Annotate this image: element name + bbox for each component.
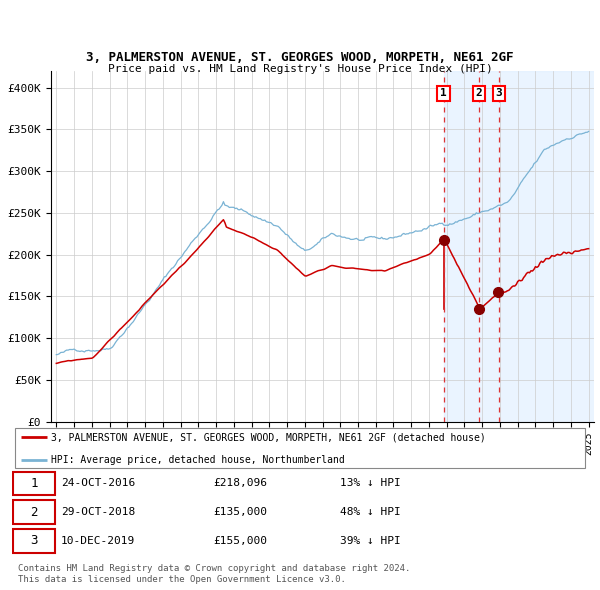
Text: 3, PALMERSTON AVENUE, ST. GEORGES WOOD, MORPETH, NE61 2GF: 3, PALMERSTON AVENUE, ST. GEORGES WOOD, … xyxy=(86,51,514,64)
Text: £218,096: £218,096 xyxy=(214,478,268,489)
Text: 1: 1 xyxy=(30,477,38,490)
Text: 24-OCT-2016: 24-OCT-2016 xyxy=(61,478,135,489)
Text: Contains HM Land Registry data © Crown copyright and database right 2024.: Contains HM Land Registry data © Crown c… xyxy=(18,563,410,572)
Text: 2: 2 xyxy=(30,506,38,519)
FancyBboxPatch shape xyxy=(15,428,585,468)
Text: £155,000: £155,000 xyxy=(214,536,268,546)
Text: 10-DEC-2019: 10-DEC-2019 xyxy=(61,536,135,546)
FancyBboxPatch shape xyxy=(13,529,55,553)
Text: This data is licensed under the Open Government Licence v3.0.: This data is licensed under the Open Gov… xyxy=(18,575,346,584)
Text: Price paid vs. HM Land Registry's House Price Index (HPI): Price paid vs. HM Land Registry's House … xyxy=(107,64,493,74)
Bar xyxy=(443,71,598,422)
FancyBboxPatch shape xyxy=(13,471,55,495)
Text: £135,000: £135,000 xyxy=(214,507,268,517)
Text: HPI: Average price, detached house, Northumberland: HPI: Average price, detached house, Nort… xyxy=(51,455,345,465)
Text: 39% ↓ HPI: 39% ↓ HPI xyxy=(340,536,401,546)
Text: 1: 1 xyxy=(440,88,447,99)
Text: 29-OCT-2018: 29-OCT-2018 xyxy=(61,507,135,517)
Text: 13% ↓ HPI: 13% ↓ HPI xyxy=(340,478,401,489)
FancyBboxPatch shape xyxy=(13,500,55,524)
Text: 3, PALMERSTON AVENUE, ST. GEORGES WOOD, MORPETH, NE61 2GF (detached house): 3, PALMERSTON AVENUE, ST. GEORGES WOOD, … xyxy=(51,432,486,442)
Text: 48% ↓ HPI: 48% ↓ HPI xyxy=(340,507,401,517)
Text: 3: 3 xyxy=(496,88,502,99)
Text: 2: 2 xyxy=(476,88,482,99)
Text: 3: 3 xyxy=(30,535,38,548)
